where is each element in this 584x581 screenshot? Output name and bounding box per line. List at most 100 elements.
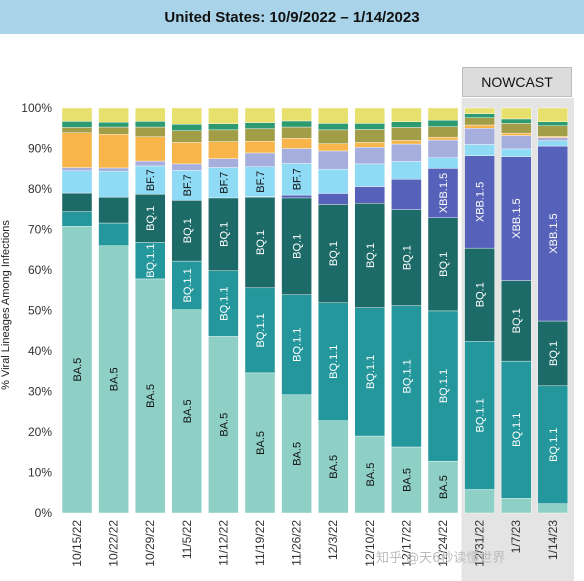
bar-segment <box>244 141 276 154</box>
bar-segment <box>391 107 422 122</box>
bar-label: BA.5 <box>218 413 230 437</box>
bar-segment <box>464 341 495 490</box>
bar-segment <box>318 204 349 304</box>
bar-segment <box>354 107 385 124</box>
bar-segment <box>537 125 568 137</box>
bar-label: BF.7 <box>145 169 157 191</box>
bar-label: BQ.1.1 <box>401 359 413 393</box>
bar-label: BA.5 <box>292 442 304 466</box>
bar-segment <box>98 121 129 128</box>
bar-label: BQ.1.1 <box>145 244 157 278</box>
bar-segment <box>537 140 568 147</box>
bar-label: BA.5 <box>109 367 121 391</box>
bar-segment <box>354 163 385 187</box>
bar-segment <box>98 134 129 169</box>
bar-segment <box>501 148 532 157</box>
bar-segment <box>501 135 532 150</box>
bar-segment <box>464 113 495 118</box>
bar-segment <box>98 170 129 198</box>
bar-label: BA.5 <box>365 463 377 487</box>
bar-segment <box>134 160 166 167</box>
bar-segment <box>427 139 459 159</box>
bar-label: BA.5 <box>255 431 267 455</box>
bar-segment <box>427 460 459 514</box>
bar-segment <box>281 194 312 199</box>
bar-segment <box>391 143 422 162</box>
bar-segment <box>501 132 532 136</box>
bar-segment <box>391 127 422 141</box>
bar-segment <box>134 121 166 128</box>
bar-label: BQ.1 <box>401 245 413 270</box>
bar-segment <box>464 247 495 342</box>
bar-segment <box>61 167 93 171</box>
bar-segment <box>464 489 495 514</box>
bar-segment <box>354 186 385 204</box>
bar-label: BA.5 <box>145 384 157 408</box>
bar-label: BQ.1.1 <box>182 268 194 302</box>
bar-segment <box>537 503 568 514</box>
y-tick-label: 20% <box>28 425 52 439</box>
bar-segment <box>171 142 203 165</box>
bar-segment <box>244 122 276 129</box>
bar-segment <box>318 193 349 205</box>
x-tick-label: 1/7/23 <box>509 520 523 554</box>
bar-label: BA.5 <box>72 358 84 382</box>
bar-segment <box>281 394 312 514</box>
nowcast-box: NOWCAST <box>462 67 572 97</box>
bar-label: XBB.1.5 <box>438 173 450 213</box>
bar-label: BF.7 <box>255 171 267 193</box>
bar-label: BQ.1 <box>511 308 523 333</box>
bar-segment <box>464 155 495 249</box>
bar-label: BQ.1.1 <box>292 328 304 362</box>
bar-segment <box>208 141 239 159</box>
x-tick-label: 11/5/22 <box>180 520 194 559</box>
bar-segment <box>244 196 276 289</box>
y-tick-label: 10% <box>28 466 52 480</box>
x-tick-label: 12/3/22 <box>326 520 340 560</box>
bar-segment <box>208 197 239 272</box>
bar-segment <box>244 152 276 167</box>
bar-segment <box>354 129 385 143</box>
bar-segment <box>427 107 459 121</box>
x-tick-label: 12/24/22 <box>436 520 450 567</box>
bar-segment <box>501 118 532 124</box>
bar-segment <box>501 498 532 514</box>
y-tick-label: 90% <box>28 142 52 156</box>
bar-segment <box>208 158 239 168</box>
bar-segment <box>464 124 495 129</box>
bar-segment <box>501 280 532 362</box>
y-tick-label: 70% <box>28 223 52 237</box>
bar-segment <box>208 129 239 142</box>
bar-segment <box>208 123 239 131</box>
bar-label: BA.5 <box>328 455 340 479</box>
bar-segment <box>537 121 568 127</box>
x-tick-label: 1/14/23 <box>546 520 560 560</box>
bar-segment <box>61 192 93 212</box>
y-tick-label: 50% <box>28 304 52 318</box>
bar-label: BQ.1 <box>255 230 267 255</box>
bar-segment <box>354 123 385 130</box>
y-tick-label: 100% <box>21 101 52 115</box>
x-tick-label: 11/26/22 <box>290 520 304 566</box>
bar-segment <box>61 127 93 133</box>
bar-segment <box>391 305 422 448</box>
bar-segment <box>98 222 129 246</box>
x-tick-label: 11/19/22 <box>253 520 267 566</box>
bar-segment <box>537 137 568 142</box>
bar-label: BA.5 <box>182 399 194 423</box>
bar-segment <box>281 197 312 295</box>
bar-segment <box>501 107 532 120</box>
bar-segment <box>427 168 459 218</box>
bar-segment <box>318 420 349 514</box>
bar-segment <box>464 117 495 126</box>
bar-label: BF.7 <box>218 172 230 194</box>
bar-segment <box>391 179 422 210</box>
chart-title: United States: 10/9/2022 – 1/14/2023 <box>164 8 420 26</box>
bar-label: BQ.1 <box>182 218 194 243</box>
bar-segment <box>281 107 312 122</box>
bar-segment <box>61 121 93 128</box>
bar-segment <box>318 107 349 124</box>
bar-label: BQ.1 <box>438 252 450 277</box>
bar-segment <box>61 107 93 122</box>
bar-segment <box>134 242 166 280</box>
